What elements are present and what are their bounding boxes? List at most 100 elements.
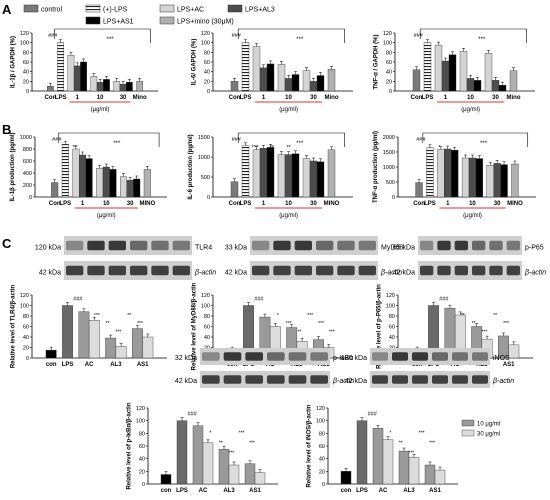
blot-band: [294, 265, 312, 276]
bar-ac: [302, 70, 311, 92]
y-tick-label: 80: [204, 314, 210, 320]
x-tick-label: 1: [262, 201, 266, 207]
x-tick-label: LPS: [424, 201, 436, 207]
blot-band: [108, 265, 126, 276]
bar-10ug: [424, 464, 436, 485]
bar-ac: [119, 176, 127, 198]
bar-al3: [468, 157, 477, 198]
bar-as1: [291, 153, 300, 198]
y-tick-label: 0: [322, 482, 325, 488]
blot-band: [420, 265, 434, 276]
bar-as1: [103, 79, 110, 92]
y-tick-label: 0: [389, 89, 392, 95]
chart-b2: 0 500 1000 1500 IL-6 production (pg/ml) Con LP…: [188, 132, 353, 219]
y-tick-label: 40: [139, 457, 145, 463]
bar-ac: [302, 158, 311, 198]
legend-label-as1: LPS+AS1: [103, 19, 134, 26]
significance-bracket: [419, 28, 527, 43]
bar-as1: [133, 178, 141, 198]
bar-control: [45, 349, 57, 359]
legend-label-al3: LPS+AL3: [245, 7, 275, 14]
y-tick-label: 20: [23, 346, 29, 352]
y-tick-label: 120: [316, 406, 325, 412]
y-tick-label: 120: [383, 31, 392, 37]
sig-marker: ###: [232, 33, 242, 39]
bar-10ug: [372, 428, 384, 485]
blot-band: [452, 375, 468, 384]
x-tick-label: Mino: [133, 95, 147, 101]
bar-lps: [62, 305, 73, 359]
y-tick-label: 0: [29, 195, 32, 201]
x-tick-label: 1: [81, 201, 85, 207]
bar-al3: [309, 81, 318, 92]
bar-control: [340, 471, 352, 485]
sig-marker: ###: [368, 412, 378, 418]
blot-band: [506, 240, 520, 251]
x-tick-label: con: [341, 488, 352, 494]
x-tick-label: AC: [199, 488, 208, 494]
blot-kda-label: 130 kDa: [341, 355, 367, 362]
y-tick-label: 40: [23, 335, 29, 341]
x-tick-label: AS1: [137, 362, 149, 368]
y-tick-label: 120: [386, 293, 395, 299]
sig-marker: ***: [478, 37, 486, 43]
sig-marker: ***: [481, 329, 487, 335]
x-tick-label: LPS: [422, 95, 434, 101]
blot-band: [252, 240, 270, 251]
western-blot-myd88: 33 kDa 42 kDa MyD88 β-actin: [225, 236, 403, 280]
y-tick-label: 40: [23, 70, 29, 76]
chart-b1: 0 200 400 600 800 1000 IL-1β production (pg/ml…: [10, 133, 167, 219]
blot-ref-kda-label: 42 kDa: [39, 269, 61, 276]
blot-band: [392, 352, 408, 361]
bar-lps: [241, 42, 250, 92]
legend-swatch-as1: [85, 16, 101, 25]
bar-30ug: [202, 442, 214, 485]
blot-band: [245, 352, 263, 361]
dose-unit-label: (μg/ml): [91, 107, 110, 113]
bar-al3: [493, 163, 501, 198]
bar-ac: [277, 64, 286, 92]
sig-marker: ***: [249, 440, 255, 446]
x-tick-label: AS1: [503, 362, 515, 368]
y-tick-label: 100: [20, 41, 29, 47]
blot-target-label: TLR4: [195, 244, 212, 251]
legend-swatch-lps: [85, 4, 101, 13]
western-blot-p-iκbα: 32 kDa 42 kDa p-IκBα β-actin: [175, 348, 354, 388]
x-tick-label: 10: [103, 201, 110, 207]
bar-ac: [113, 81, 121, 92]
y-tick-label: 800: [23, 147, 32, 153]
sig-marker: **: [270, 145, 275, 151]
blot-band: [372, 352, 388, 361]
bar-mino: [511, 163, 519, 198]
bar-ac: [252, 149, 261, 198]
y-tick-label: 80: [386, 50, 392, 56]
bar-control: [230, 181, 239, 198]
dose-legend: 10 μg/ml 30 μg/ml: [461, 419, 500, 438]
y-tick-label: 100: [136, 419, 145, 425]
bar-al3: [73, 65, 81, 92]
sig-marker: *: [389, 431, 391, 437]
chart-c1: 0 20 40 60 80 100 120 Relative level of TLR4/β-…: [10, 236, 216, 368]
y-tick-label: 60: [389, 325, 395, 331]
blot-band: [337, 240, 355, 251]
dose-unit-label: (μg/ml): [463, 213, 482, 219]
sig-marker: ***: [113, 141, 121, 147]
y-tick-label: 60: [204, 60, 210, 66]
bar-lps: [426, 147, 434, 198]
y-tick-label: 120: [136, 406, 145, 412]
bar-control: [412, 69, 421, 92]
bar-as1: [125, 82, 133, 92]
y-tick-label: 60: [386, 60, 392, 66]
y-tick-label: 80: [139, 431, 145, 437]
x-tick-label: 10: [285, 201, 292, 207]
bar-mino: [327, 149, 336, 198]
y-tick-label: 40: [389, 335, 395, 341]
blot-band: [288, 352, 307, 361]
bar-control: [51, 182, 59, 198]
bar-30ug: [408, 457, 420, 485]
sig-marker: **: [297, 329, 301, 335]
x-tick-label: Con: [229, 95, 241, 101]
blot-ref-kda-label: 42 kDa: [175, 378, 197, 385]
